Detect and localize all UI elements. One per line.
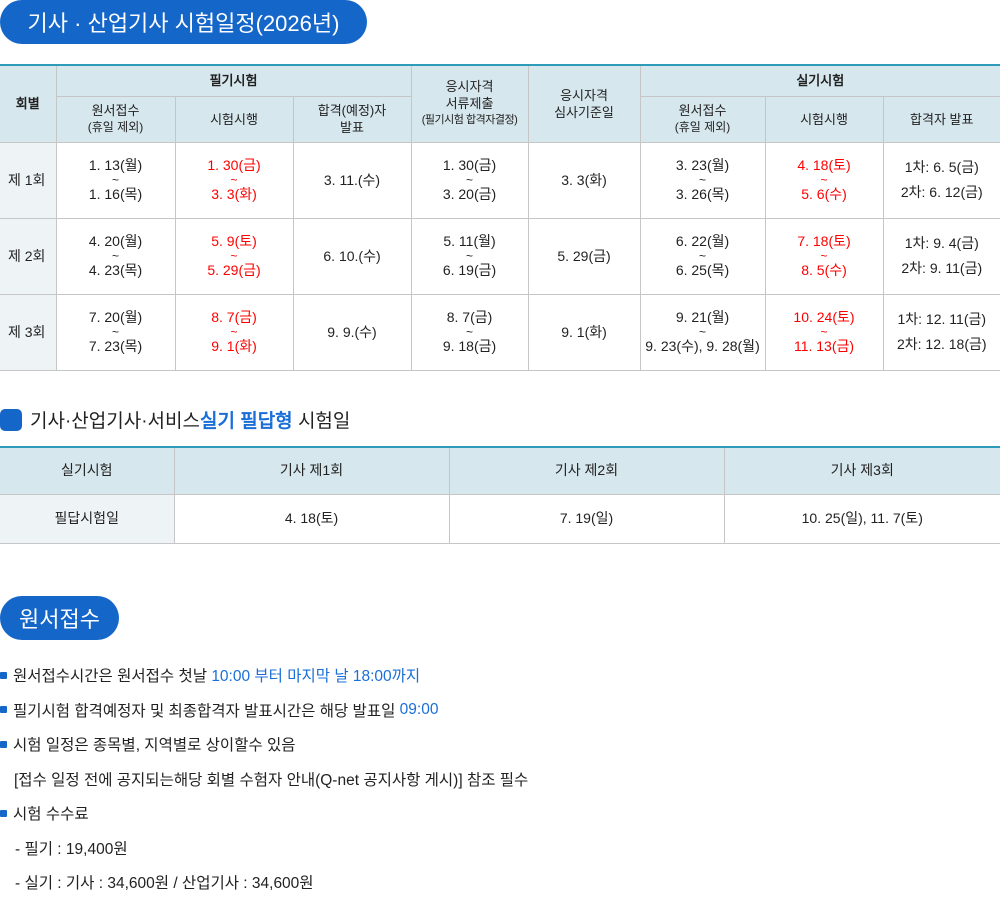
- subheader: 시험시행: [174, 95, 294, 143]
- header-practical: 실기시험: [639, 64, 1000, 97]
- cell-w-exam: 5. 9(토) ~5. 29(금): [174, 217, 294, 295]
- wa-cell: 7. 19(일): [448, 493, 725, 544]
- cell-docs: 5. 11(월) ~6. 19(금): [410, 217, 529, 295]
- header-written: 필기시험: [55, 64, 412, 97]
- wa-row-label: 필답시험일: [0, 493, 175, 544]
- table-row: 제 1회 1. 13(월) ~1. 16(목) 1. 30(금) ~3. 3(화) 3. …: [0, 141, 1000, 219]
- wa-header: 기사 제1회: [173, 446, 450, 495]
- cell-w-apply: 1. 13(월) ~1. 16(목): [55, 141, 176, 219]
- wa-cell: 4. 18(토): [173, 493, 450, 544]
- note-item: [접수 일정 전에 공지되는해당 회별 수험자 안내(Q-net 공지사항 게시…: [14, 771, 529, 789]
- cell-p-exam: 7. 18(토) ~8. 5(수): [764, 217, 884, 295]
- cell-p-exam: 10. 24(토) ~11. 13(금): [764, 293, 884, 371]
- header-qual-docs: 응시자격 서류제출 (필기시험 합격자결정): [410, 64, 529, 143]
- cell-round: 제 3회: [0, 293, 57, 371]
- note-item: 시험 일정은 종목별, 지역별로 상이할수 있음: [0, 727, 528, 762]
- bullet-icon: [0, 740, 7, 748]
- note-item: 시험 수수료: [0, 796, 528, 831]
- subheader: 합격(예정)자 발표: [292, 95, 412, 143]
- cell-qual: 3. 3(화): [527, 141, 641, 219]
- cell-p-result: 1차: 6. 5(금) 2차: 6. 12(금): [882, 141, 1000, 219]
- cell-docs: 8. 7(금) ~9. 18(금): [410, 293, 529, 371]
- wa-cell: 10. 25(일), 11. 7(토): [723, 493, 1000, 544]
- application-title: 원서접수: [0, 596, 119, 640]
- wa-header: 기사 제3회: [723, 446, 1000, 495]
- wa-header: 실기시험: [0, 446, 175, 495]
- subheader: 합격자 발표: [882, 95, 1000, 143]
- cell-w-result: 9. 9.(수): [292, 293, 412, 371]
- cell-docs: 1. 30(금) ~3. 20(금): [410, 141, 529, 219]
- subheader: 원서접수 (휴일 제외): [56, 95, 176, 143]
- header-round: 회별: [0, 64, 57, 143]
- cell-w-result: 6. 10.(수): [292, 217, 412, 295]
- table-row: 제 2회 4. 20(월) ~4. 23(목) 5. 9(토) ~5. 29(금) 6. …: [0, 217, 1000, 295]
- bullet-icon: [0, 706, 7, 714]
- note-item: - 실기 : 기사 : 34,600원 / 산업기사 : 34,600원: [15, 875, 314, 893]
- cell-p-apply: 9. 21(월) ~9. 23(수), 9. 28(월): [639, 293, 766, 371]
- cell-round: 제 1회: [0, 141, 57, 219]
- cell-p-apply: 3. 23(월) ~3. 26(목): [639, 141, 766, 219]
- schedule-table: 회별 필기시험 응시자격 서류제출 (필기시험 합격자결정) 응시자격 심사기준일 실…: [0, 64, 1000, 371]
- square-bullet-icon: [0, 408, 22, 431]
- header-qual-date: 응시자격 심사기준일: [527, 64, 641, 143]
- cell-round: 제 2회: [0, 217, 57, 295]
- cell-p-result: 1차: 9. 4(금) 2차: 9. 11(금): [882, 217, 1000, 295]
- subheader: 시험시행: [764, 95, 884, 143]
- written-answer-table: 실기시험 기사 제1회 기사 제2회 기사 제3회 필답시험일 4. 18(토)…: [0, 446, 1000, 544]
- cell-p-result: 1차: 12. 11(금) 2차: 12. 18(금): [882, 293, 1000, 371]
- cell-w-apply: 4. 20(월) ~4. 23(목): [55, 217, 176, 295]
- cell-p-apply: 6. 22(월) ~6. 25(목): [639, 217, 766, 295]
- written-answer-title: 기사·산업기사·서비스 실기 필답형 시험일: [0, 406, 350, 433]
- cell-qual: 9. 1(화): [527, 293, 641, 371]
- application-notes: 원서접수시간은 원서접수 첫날 10:00 부터 마지막 날 18:00까지 필…: [0, 658, 528, 900]
- schedule-title: 기사 · 산업기사 시험일정(2026년): [0, 0, 367, 44]
- cell-w-result: 3. 11.(수): [292, 141, 412, 219]
- note-item: 원서접수시간은 원서접수 첫날 10:00 부터 마지막 날 18:00까지: [0, 658, 528, 693]
- cell-w-apply: 7. 20(월) ~7. 23(목): [55, 293, 176, 371]
- subheader: 원서접수 (휴일 제외): [639, 95, 766, 143]
- table-row: 제 3회 7. 20(월) ~7. 23(목) 8. 7(금) ~9. 1(화) 9. 9…: [0, 293, 1000, 371]
- cell-p-exam: 4. 18(토) ~5. 6(수): [764, 141, 884, 219]
- note-item: 필기시험 합격예정자 및 최종합격자 발표시간은 해당 발표일 09:00: [0, 693, 528, 728]
- cell-w-exam: 1. 30(금) ~3. 3(화): [174, 141, 294, 219]
- bullet-icon: [0, 671, 7, 679]
- cell-w-exam: 8. 7(금) ~9. 1(화): [174, 293, 294, 371]
- cell-qual: 5. 29(금): [527, 217, 641, 295]
- bullet-icon: [0, 809, 7, 817]
- wa-header: 기사 제2회: [448, 446, 725, 495]
- note-item: - 필기 : 19,400원: [15, 840, 128, 858]
